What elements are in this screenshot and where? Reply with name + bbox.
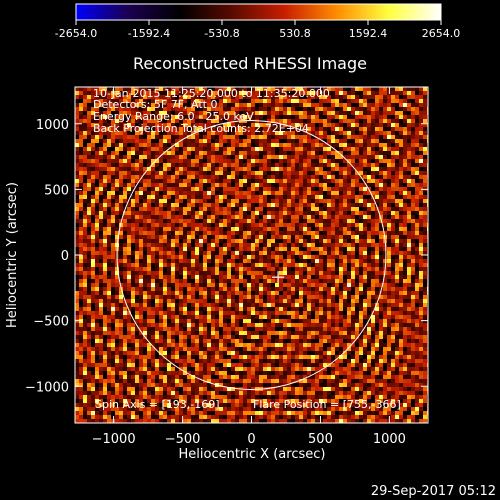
x-tick-label: −500 <box>165 432 201 447</box>
y-tick-label: −500 <box>33 315 69 330</box>
x-tick-label: 0 <box>247 432 255 447</box>
colorbar-tick-label: 530.8 <box>279 27 311 40</box>
annotation-detectors: Detectors: 5F 7F, Att 0 <box>93 98 217 111</box>
spin-axis-marker <box>272 271 285 284</box>
annotation-flare-position: Flare Position = [755,-366] <box>253 398 401 411</box>
y-tick-label: 0 <box>61 249 69 264</box>
colorbar-ticks: -2654.0 -1592.4 -530.8 530.8 1592.4 2654.0 <box>55 20 460 40</box>
y-axis-label: Heliocentric Y (arcsec) <box>5 182 20 328</box>
y-tick-label: −1000 <box>25 380 69 395</box>
y-tick-label: 500 <box>44 183 69 198</box>
annotation-spin-axis: Spin Axis = [193,-169] <box>95 398 220 411</box>
colorbar-tick-label: 2654.0 <box>422 27 461 40</box>
colorbar-tick-label: -1592.4 <box>128 27 170 40</box>
annotation-method: Back Projection Total counts: 2.72E+04 <box>93 122 309 135</box>
annotation-energy: Energy Range: 6.0 - 25.0 keV <box>93 110 254 123</box>
x-tick-label: 500 <box>308 432 333 447</box>
footer-timestamp: 29-Sep-2017 05:12 <box>371 484 496 499</box>
x-tick-label: −1000 <box>92 432 136 447</box>
colorbar-tick-label: 1592.4 <box>349 27 388 40</box>
colorbar-tick-label: -530.8 <box>204 27 239 40</box>
x-axis-label: Heliocentric X (arcsec) <box>179 447 326 462</box>
x-tick-label: 1000 <box>373 432 406 447</box>
colorbar <box>75 3 442 21</box>
axes: −1000 −500 0 500 1000 −1000 −500 0 500 1000 <box>25 87 428 447</box>
y-tick-label: 1000 <box>36 118 69 133</box>
chart-title: Reconstructed RHESSI Image <box>133 54 367 73</box>
annotations: 10-Jan-2015 11:25:20.000 to 11:35:20.000… <box>93 87 401 411</box>
heatmap-image <box>75 87 428 423</box>
colorbar-tick-label: -2654.0 <box>55 27 97 40</box>
solar-limb-circle <box>116 120 387 390</box>
annotation-time-range: 10-Jan-2015 11:25:20.000 to 11:35:20.000 <box>93 87 330 100</box>
